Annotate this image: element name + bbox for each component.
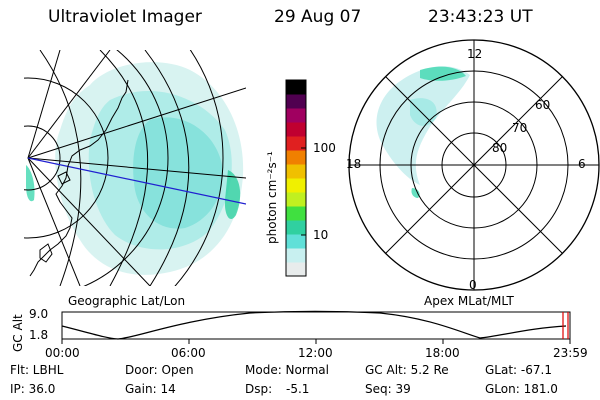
status-glat: GLat: -67.1 [485,363,552,377]
colorbar-band [286,262,306,277]
mlat-label-80: 80 [492,141,508,155]
status-mode: Mode: Normal [245,363,329,377]
colorbar-band [286,220,306,235]
status-dsp-value: -5.1 [286,382,310,396]
time-tick-1800: 18:00 [425,346,460,360]
colorbar-band [286,150,306,165]
mlt-label-0: 0 [469,278,477,292]
colorbar-band [286,234,306,249]
mlt-label-6: 6 [578,157,586,171]
colorbar-band [286,136,306,151]
mlat-label-70: 70 [512,121,528,135]
colorbar-band [286,178,306,193]
colorbar [286,80,306,277]
polar-panel-label: Apex MLat/MLT [424,294,514,308]
altitude-tick-high: 9.0 [29,307,49,321]
colorbar-tick-10: 10 [313,228,329,242]
colorbar-band [286,108,306,123]
mlt-label-12: 12 [467,47,483,61]
mlt-label-18: 18 [346,157,362,171]
mlat-label-60: 60 [535,98,551,112]
status-dsp-label: Dsp: [245,382,273,396]
altitude-curve [61,310,567,340]
polar-map [348,39,600,291]
status-glon: GLon: 181.0 [485,382,558,396]
colorbar-band [286,80,306,95]
date-label: 29 Aug 07 [274,7,362,27]
status-ip: IP: 36.0 [10,382,56,396]
geographic-map [24,50,246,286]
colorbar-band [286,122,306,137]
status-filter: Flt: LBHL [10,363,64,377]
colorbar-tick-100: 100 [313,141,336,155]
altitude-tick-low: 1.8 [29,328,49,342]
status-gain: Gain: 14 [125,382,176,396]
colorbar-band [286,94,306,109]
status-seq: Seq: 39 [365,382,411,396]
instrument-title: Ultraviolet Imager [48,7,202,27]
status-door: Door: Open [125,363,194,377]
colorbar-band [286,164,306,179]
geo-track-line [27,157,246,205]
time-tick-1200: 12:00 [298,346,333,360]
time-label: 23:43:23 UT [428,7,533,27]
geographic-panel-label: Geographic Lat/Lon [68,294,186,308]
status-gc-alt: GC Alt: 5.2 Re [365,363,449,377]
colorbar-band [286,192,306,207]
time-tick-0000: 00:00 [45,346,80,360]
time-tick-0600: 06:00 [171,346,206,360]
altitude-axis-label: GC Alt [11,314,25,352]
colorbar-unit-label: photon cm⁻²s⁻¹ [265,151,279,244]
colorbar-band [286,248,306,263]
colorbar-band [286,206,306,221]
time-tick-2359: 23:59 [553,346,588,360]
